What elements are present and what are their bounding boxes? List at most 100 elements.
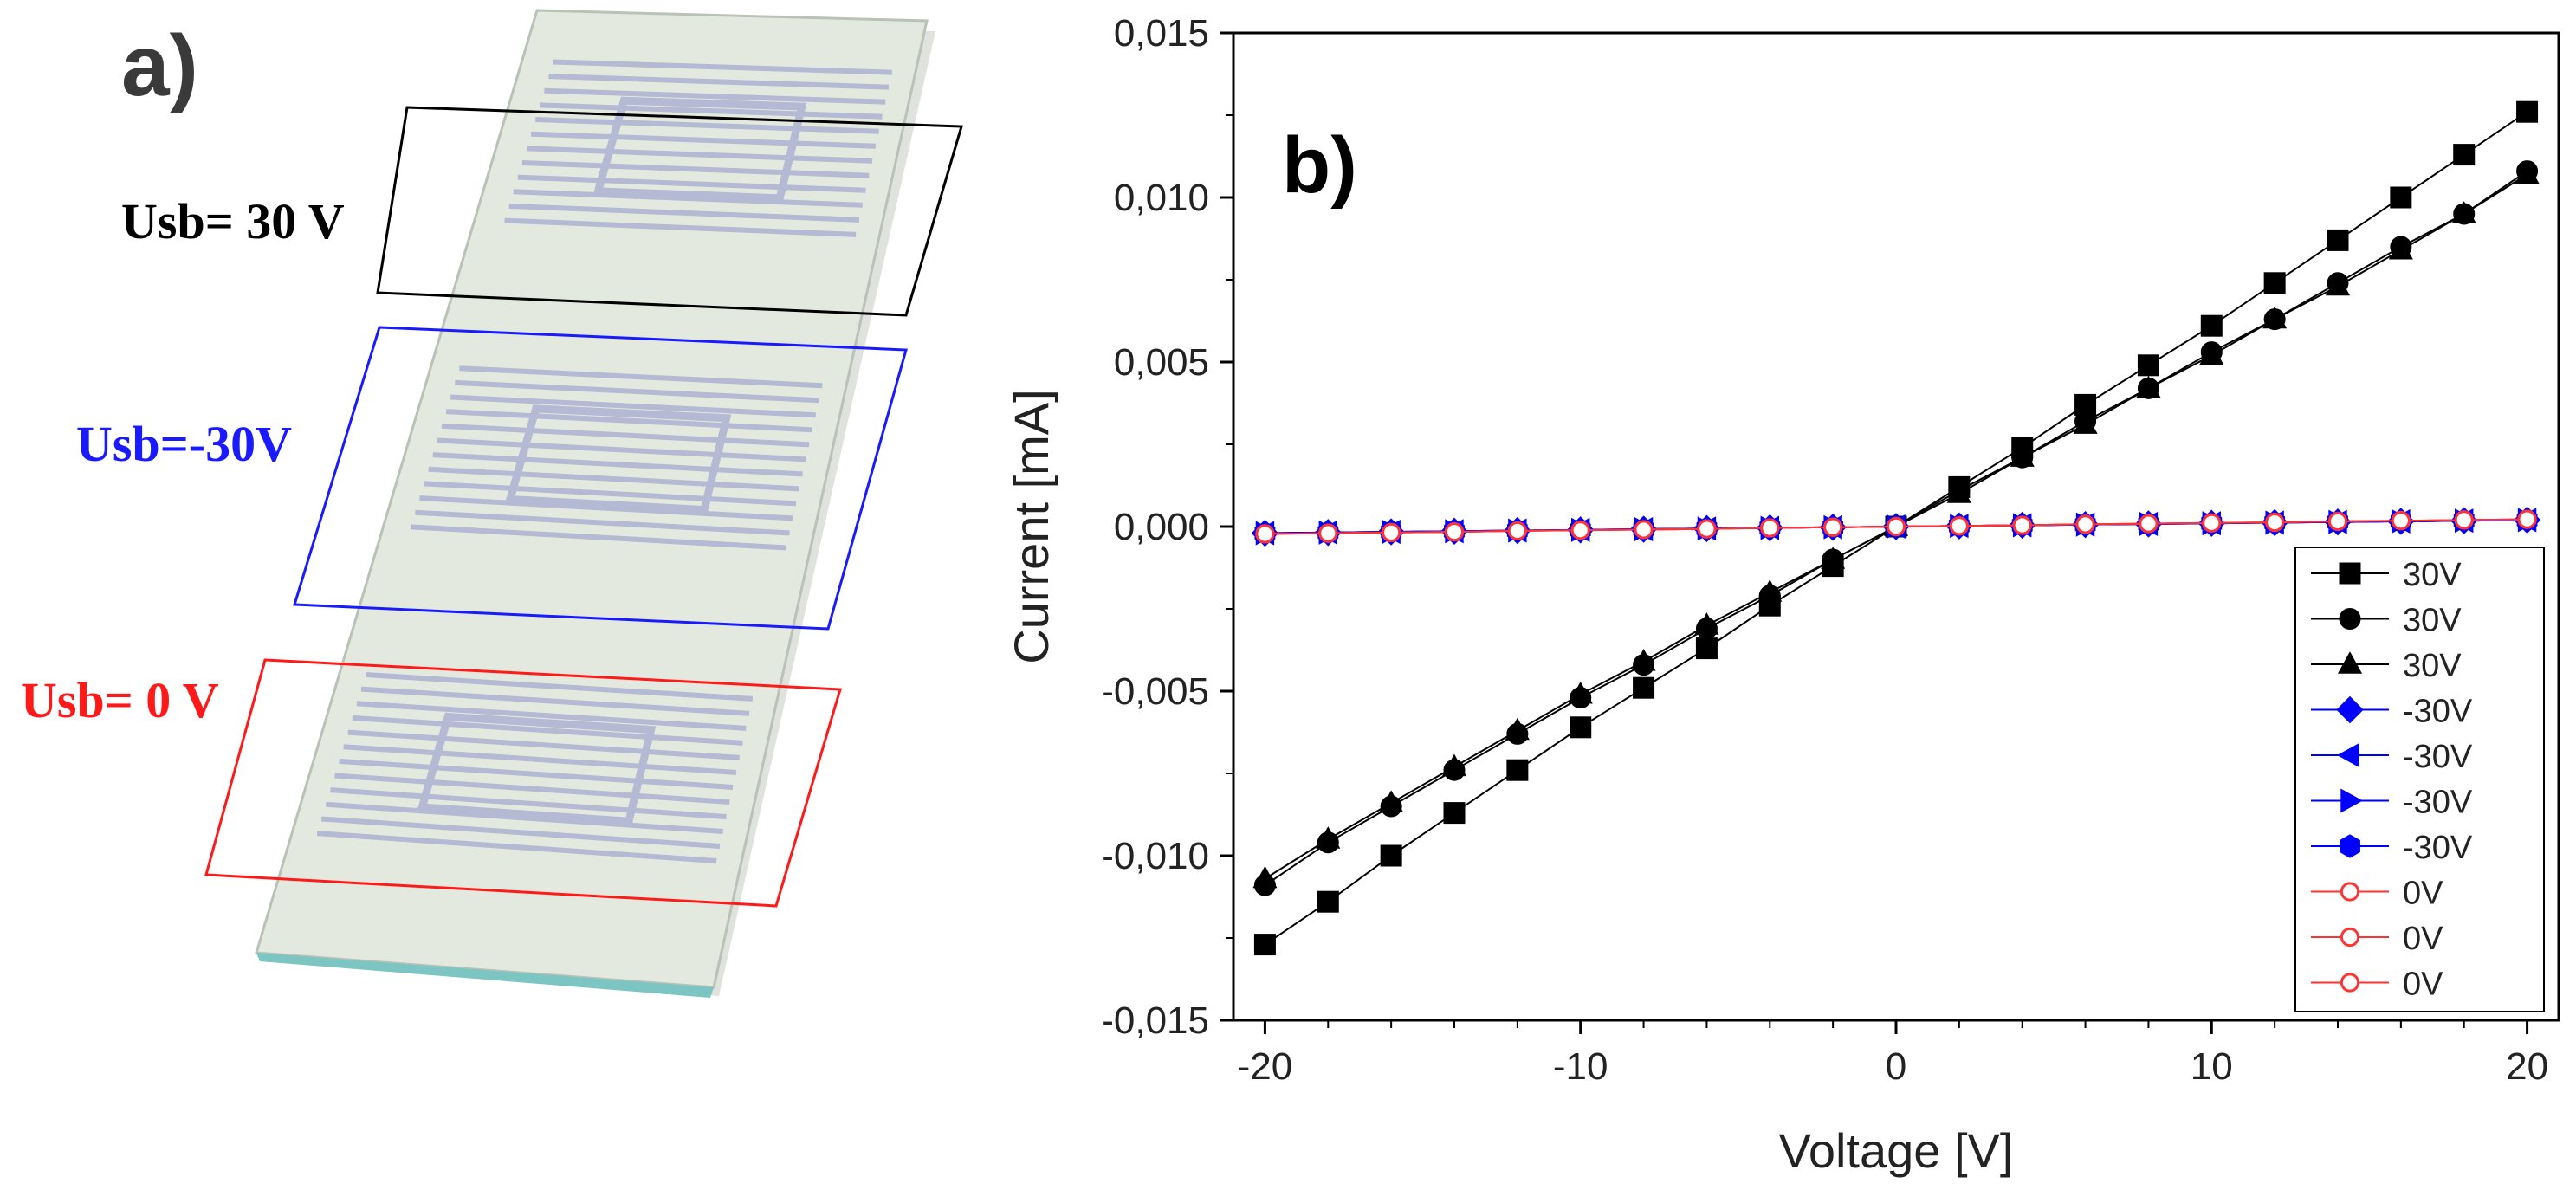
legend-marker xyxy=(2337,742,2359,768)
legend-item: 0V xyxy=(2311,921,2443,957)
electrode-line xyxy=(455,379,819,404)
legend-marker xyxy=(2337,651,2363,674)
data-point xyxy=(2202,513,2222,533)
legend-item: 30V xyxy=(2311,557,2462,593)
x-tick-label: 10 xyxy=(2191,1045,2233,1088)
region-0v: Usb= 0 V xyxy=(21,658,842,908)
data-point xyxy=(2137,354,2159,377)
photo-panel: a) Usb= 30 V Usb=-30V Usb= 0 V xyxy=(21,9,963,998)
data-point xyxy=(2262,306,2288,329)
legend-box xyxy=(2294,547,2545,1012)
electrode-line xyxy=(432,452,803,477)
data-point xyxy=(2265,512,2285,533)
data-point xyxy=(1507,521,1527,541)
x-tick-label: 0 xyxy=(1886,1045,1906,1088)
data-point xyxy=(2388,236,2413,260)
electrode-line xyxy=(530,131,876,149)
data-point xyxy=(2075,514,2095,534)
y-tick-label: 0,005 xyxy=(1114,341,1209,384)
legend-label: 30V xyxy=(2403,603,2462,639)
electrode-pad xyxy=(592,96,807,203)
electrode-pad xyxy=(505,404,732,514)
data-point xyxy=(1382,522,1401,542)
electrode-line xyxy=(521,159,870,178)
data-point xyxy=(1886,516,1906,537)
data-point xyxy=(1570,521,1590,540)
data-point xyxy=(1946,481,1971,503)
electrode-line xyxy=(352,715,743,746)
data-point xyxy=(1253,934,1276,956)
data-point xyxy=(1444,521,1465,542)
legend-marker xyxy=(2340,973,2360,993)
electrode-line xyxy=(517,174,866,193)
data-point xyxy=(2263,272,2286,294)
electrode-line xyxy=(360,686,750,716)
data-point xyxy=(1506,759,1529,781)
data-point xyxy=(2010,444,2035,467)
legend-item: 0V xyxy=(2311,967,2443,1003)
data-point xyxy=(1949,516,1969,536)
legend-marker xyxy=(2336,695,2364,724)
electrode-line xyxy=(445,409,813,433)
electrode-line xyxy=(339,758,734,790)
legend-item: -30V xyxy=(2311,830,2473,866)
data-point xyxy=(2454,510,2474,530)
slide-edge xyxy=(256,953,714,998)
y-tick-label: -0,015 xyxy=(1101,999,1209,1042)
data-point xyxy=(2325,273,2351,296)
data-point xyxy=(1316,826,1341,849)
electrode-line xyxy=(437,437,806,462)
data-point xyxy=(1317,890,1339,913)
data-point xyxy=(1380,844,1402,867)
data-point xyxy=(1821,547,1846,569)
data-point xyxy=(2451,201,2476,223)
data-point xyxy=(1379,790,1404,812)
electrode-line xyxy=(504,217,857,237)
data-point xyxy=(1694,612,1719,635)
data-point xyxy=(1695,637,1718,660)
data-point xyxy=(1255,524,1275,544)
legend-marker xyxy=(2340,882,2360,902)
electrode-line xyxy=(334,773,730,805)
data-point xyxy=(2453,144,2476,166)
series-9 xyxy=(1255,509,2537,544)
electrode-line xyxy=(356,701,747,731)
electrode-line xyxy=(553,59,892,75)
legend-label: 30V xyxy=(2403,557,2462,593)
data-point xyxy=(1631,648,1656,671)
data-point xyxy=(2515,161,2540,184)
data-point xyxy=(1823,517,1843,537)
x-axis: -20 -10 0 10 20 xyxy=(1238,1020,2548,1088)
y-axis-title: Current [mA] xyxy=(1004,389,1058,663)
data-point xyxy=(1252,865,1278,889)
electrode-line xyxy=(441,423,810,448)
electrode-line xyxy=(320,816,721,850)
panel-a-label: a) xyxy=(121,17,198,114)
data-point xyxy=(1570,716,1592,739)
legend-label: -30V xyxy=(2403,785,2473,821)
y-tick-label: -0,010 xyxy=(1101,835,1209,877)
electrode-line xyxy=(508,203,860,223)
legend-label: 0V xyxy=(2403,876,2443,912)
region-0v-label: Usb= 0 V xyxy=(21,672,219,728)
legend-item: -30V xyxy=(2311,694,2473,730)
legend-marker xyxy=(2340,834,2360,858)
panel-b-label: b) xyxy=(1282,121,1357,210)
legend-marker xyxy=(2339,562,2361,585)
data-point xyxy=(2327,229,2349,251)
x-tick-label: -10 xyxy=(1553,1045,1608,1088)
electrode-line xyxy=(343,744,737,775)
data-point xyxy=(1697,519,1717,539)
legend-marker xyxy=(2340,788,2363,813)
electrode-line xyxy=(424,481,797,507)
electrode-line xyxy=(415,509,790,536)
data-point xyxy=(1757,579,1783,602)
x-axis-title: Voltage [V] xyxy=(1779,1123,2014,1178)
legend-label: 0V xyxy=(2403,967,2443,1003)
electrode-line xyxy=(428,466,799,492)
data-point xyxy=(1441,753,1467,777)
legend-label: -30V xyxy=(2403,694,2473,730)
legend-item: -30V xyxy=(2311,739,2473,775)
y-tick-label: -0,005 xyxy=(1101,670,1209,713)
legend-label: -30V xyxy=(2403,830,2473,866)
